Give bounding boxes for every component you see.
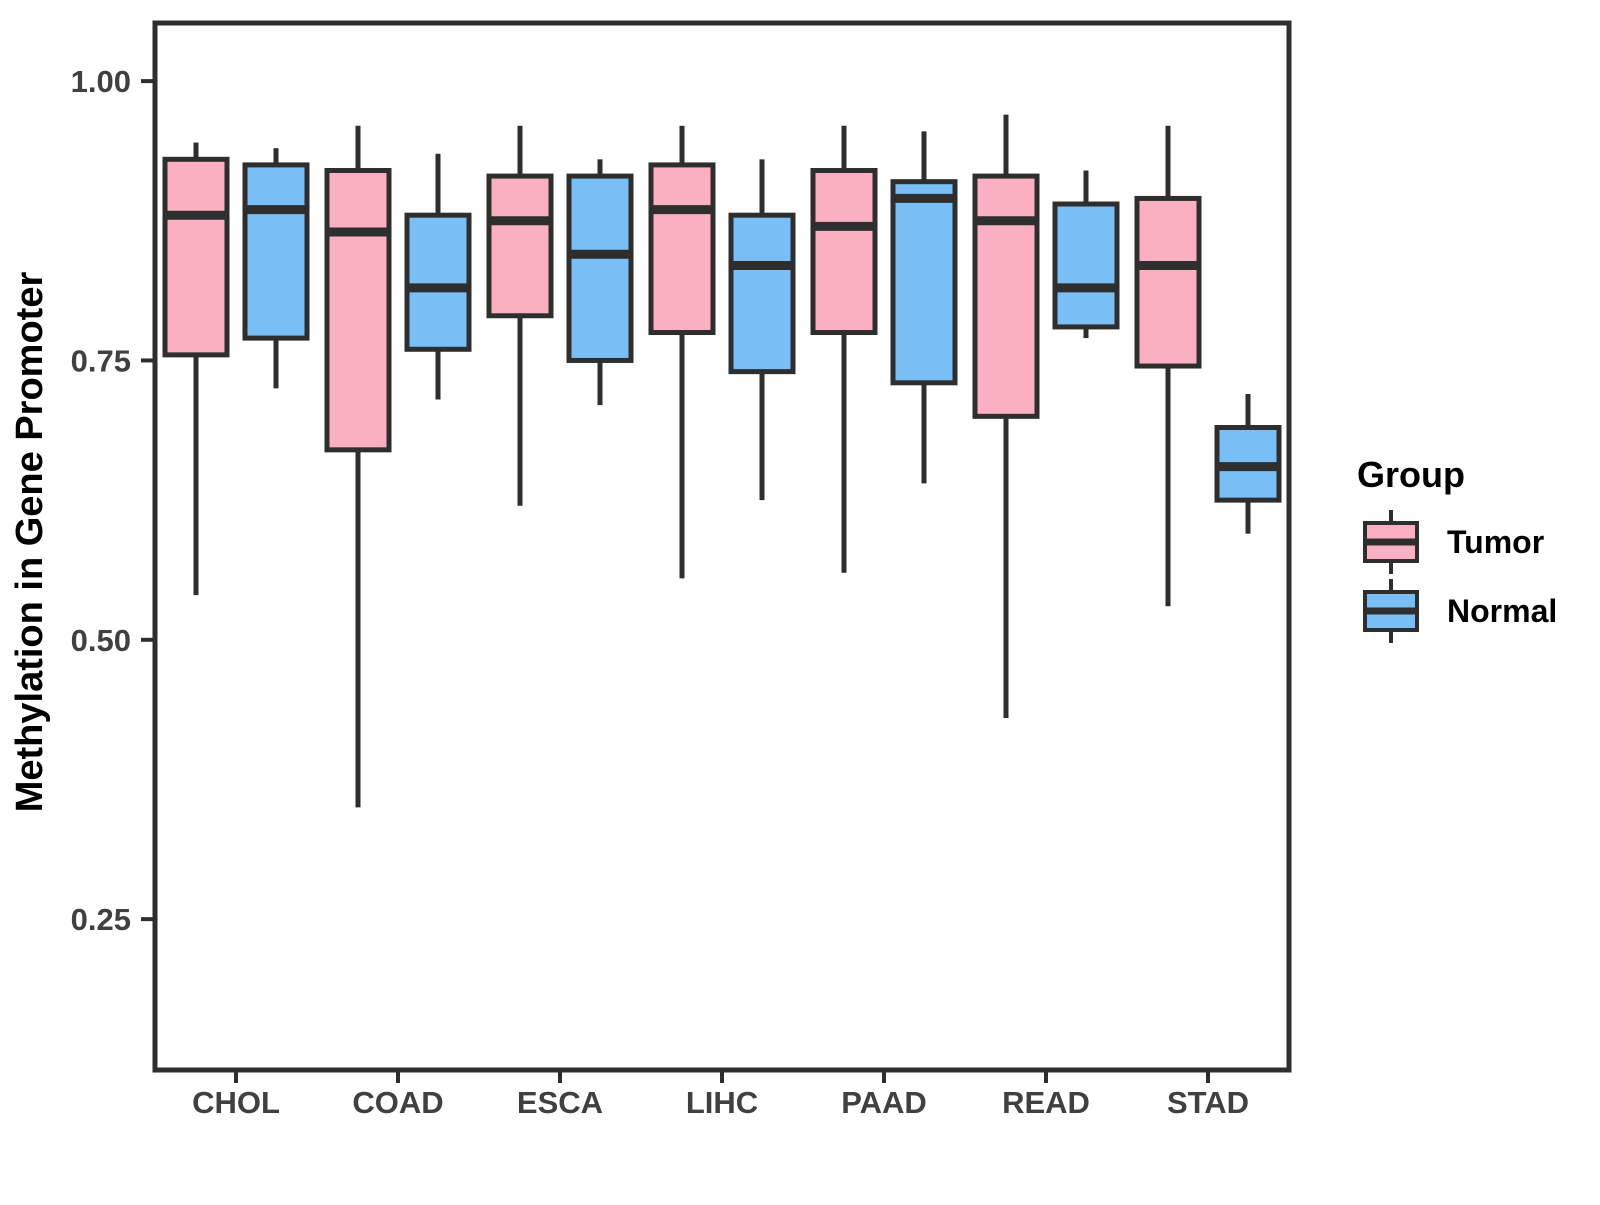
legend-item-normal: Normal <box>1363 579 1557 643</box>
boxplot-chol-tumor <box>162 142 230 596</box>
iqr-box <box>324 167 392 453</box>
iqr-box <box>1134 195 1202 369</box>
legend-item-tumor: Tumor <box>1363 510 1544 574</box>
boxplot-lihc-normal <box>728 159 796 501</box>
iqr-box <box>1052 201 1120 330</box>
iqr-box <box>728 212 796 375</box>
boxplot-esca-normal <box>566 159 634 406</box>
y-tick-label-0.75: 0.75 <box>71 343 131 378</box>
boxplot-read-normal <box>1052 170 1120 339</box>
iqr-box <box>404 212 472 352</box>
legend-title: Group <box>1357 454 1465 495</box>
boxplot-coad-tumor <box>324 125 392 808</box>
iqr-box <box>242 162 310 341</box>
x-tick-label-STAD: STAD <box>1167 1085 1249 1120</box>
legend-items: Tumor Normal <box>1363 510 1557 643</box>
boxplot-paad-normal <box>890 131 958 484</box>
boxplot-esca-tumor <box>486 125 554 506</box>
y-tick-label-0.50: 0.50 <box>71 623 131 658</box>
legend: Group Tumor Normal <box>1357 454 1557 643</box>
boxes-layer <box>162 114 1282 808</box>
x-tick-label-READ: READ <box>1002 1085 1090 1120</box>
boxplot-stad-tumor <box>1134 125 1202 607</box>
boxplot-coad-normal <box>404 153 472 400</box>
legend-key-tumor-boxplot-icon <box>1363 510 1419 574</box>
x-tick-label-CHOL: CHOL <box>192 1085 280 1120</box>
iqr-box <box>648 162 716 336</box>
x-tick-label-ESCA: ESCA <box>517 1085 603 1120</box>
iqr-box <box>890 179 958 386</box>
y-axis-title: Methylation in Gene Promoter <box>9 272 51 813</box>
legend-label-tumor: Tumor <box>1447 524 1544 560</box>
x-tick-label-COAD: COAD <box>352 1085 443 1120</box>
y-tick-label-0.25: 0.25 <box>71 902 131 937</box>
iqr-box <box>162 156 230 358</box>
y-tick-label-1.00: 1.00 <box>71 64 131 99</box>
iqr-box <box>810 167 878 336</box>
boxplot-lihc-tumor <box>648 125 716 579</box>
boxplot-chol-normal <box>242 148 310 389</box>
x-tick-label-LIHC: LIHC <box>686 1085 758 1120</box>
legend-label-normal: Normal <box>1447 593 1557 629</box>
legend-key-normal-boxplot-icon <box>1363 579 1419 643</box>
iqr-box <box>972 173 1040 419</box>
x-tick-label-PAAD: PAAD <box>841 1085 927 1120</box>
iqr-box <box>566 173 634 363</box>
boxplot-read-tumor <box>972 114 1040 719</box>
boxplot-stad-normal <box>1214 393 1282 534</box>
boxplot-paad-tumor <box>810 125 878 573</box>
axis-ticks-layer: 1.00 0.75 0.50 0.25 CHOL COAD ESCA LIHC PAAD READ… <box>71 64 1249 1120</box>
iqr-box <box>486 173 554 319</box>
